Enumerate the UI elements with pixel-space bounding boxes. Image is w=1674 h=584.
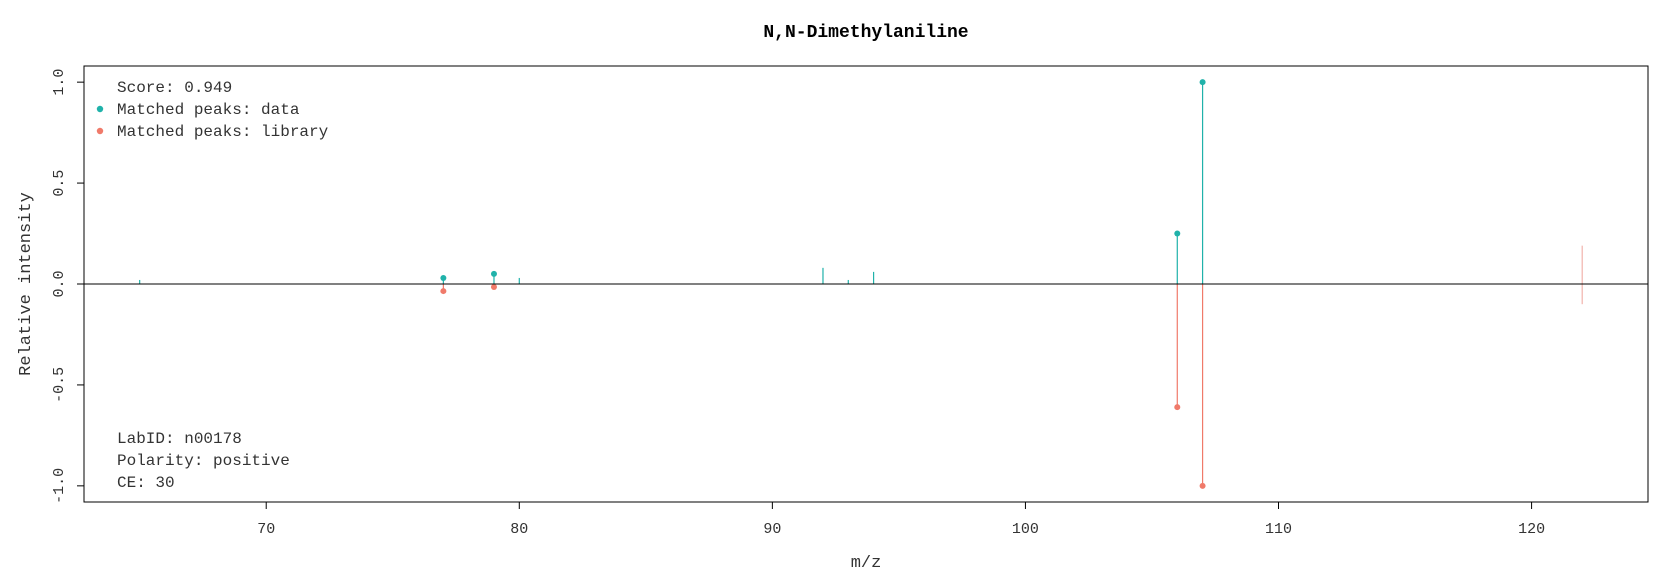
- library-peak-marker: [1199, 482, 1206, 489]
- y-axis-title: Relative intensity: [17, 192, 36, 376]
- legend-label-library: Matched peaks: library: [117, 123, 329, 141]
- x-axis: 70 80 90 100 110 120: [257, 502, 1545, 538]
- library-peak-marker: [1174, 404, 1181, 411]
- legend-marker-data: [96, 105, 104, 113]
- chart-title: N,N-Dimethylaniline: [763, 23, 968, 43]
- polarity-text: Polarity: positive: [117, 452, 290, 470]
- x-tick-label: 120: [1518, 521, 1545, 538]
- x-tick-label: 70: [257, 521, 275, 538]
- peaks-layer: [139, 79, 1583, 489]
- x-tick-label: 110: [1265, 521, 1292, 538]
- lab-id-text: LabID: n00178: [117, 430, 242, 448]
- legend: Score: 0.949 Matched peaks: data Matched…: [96, 79, 329, 141]
- data-peak-marker: [490, 270, 497, 277]
- legend-marker-library: [96, 127, 104, 135]
- ce-text: CE: 30: [117, 474, 175, 492]
- y-tick-label: -1.0: [51, 468, 68, 504]
- info-block: LabID: n00178 Polarity: positive CE: 30: [117, 430, 290, 492]
- x-tick-label: 80: [510, 521, 528, 538]
- data-peak-marker: [1174, 230, 1181, 237]
- y-tick-label: -0.5: [51, 367, 68, 403]
- x-tick-label: 90: [763, 521, 781, 538]
- legend-label-data: Matched peaks: data: [117, 101, 300, 119]
- data-peak-marker: [1199, 79, 1206, 86]
- x-axis-title: m/z: [851, 554, 882, 573]
- data-peak-marker: [440, 274, 447, 281]
- y-tick-label: 1.0: [51, 69, 68, 96]
- library-peak-marker: [490, 284, 497, 291]
- library-peak-marker: [440, 288, 447, 295]
- y-tick-label: 0.0: [51, 270, 68, 297]
- y-tick-label: 0.5: [51, 170, 68, 197]
- score-text: Score: 0.949: [117, 79, 232, 97]
- y-axis: -1.0 -0.5 0.0 0.5 1.0: [51, 69, 84, 504]
- x-tick-label: 100: [1012, 521, 1039, 538]
